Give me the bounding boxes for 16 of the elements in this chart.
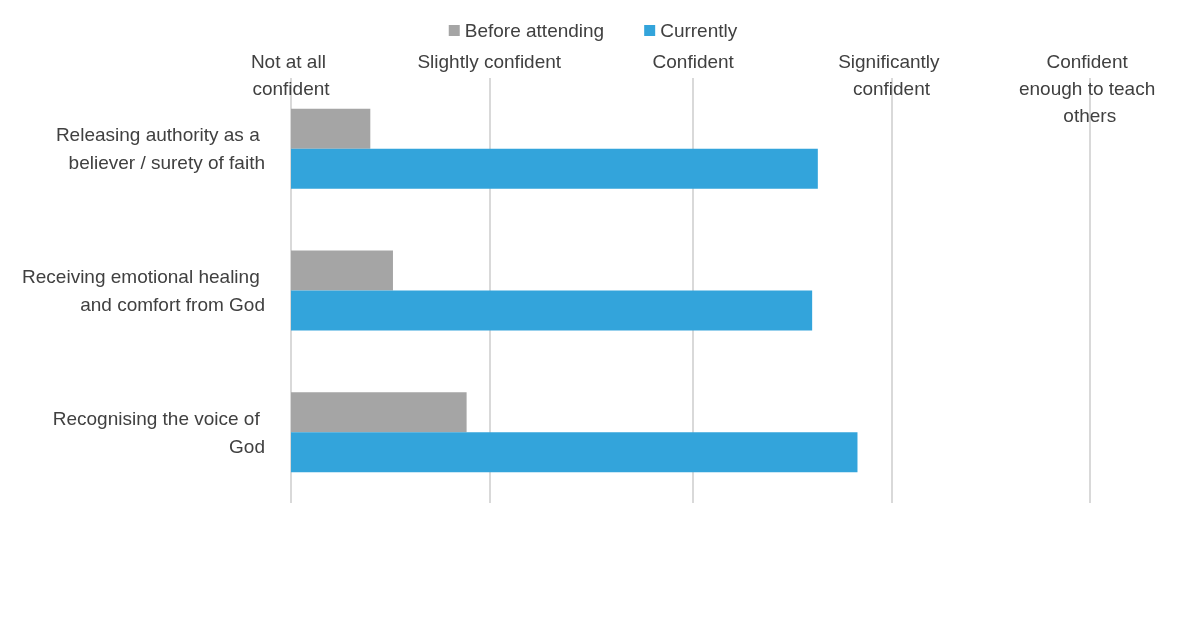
bar: [291, 108, 371, 149]
y-tick-label: Releasing authority as a believer / surety of faith: [55, 124, 265, 174]
bar: [291, 148, 818, 189]
y-tick-label: Receiving emotional healing and comfort from God: [22, 266, 265, 315]
ref-line-label: Confident enough to teach others: [1018, 51, 1161, 126]
bar: [291, 392, 467, 433]
bar: [291, 290, 813, 331]
legend-label: Currently: [660, 20, 738, 41]
y-tick-label: Recognising the voice of God: [52, 407, 265, 457]
ref-line-label: Significantly confident: [838, 51, 945, 99]
legend-label: Before attending: [464, 20, 605, 41]
ref-line-label: Not at all confident: [250, 51, 332, 99]
bar: [291, 432, 858, 473]
bar: [291, 250, 393, 291]
ref-line-label: Confident: [652, 51, 735, 72]
ref-line-label: Slightly confident: [417, 51, 562, 72]
